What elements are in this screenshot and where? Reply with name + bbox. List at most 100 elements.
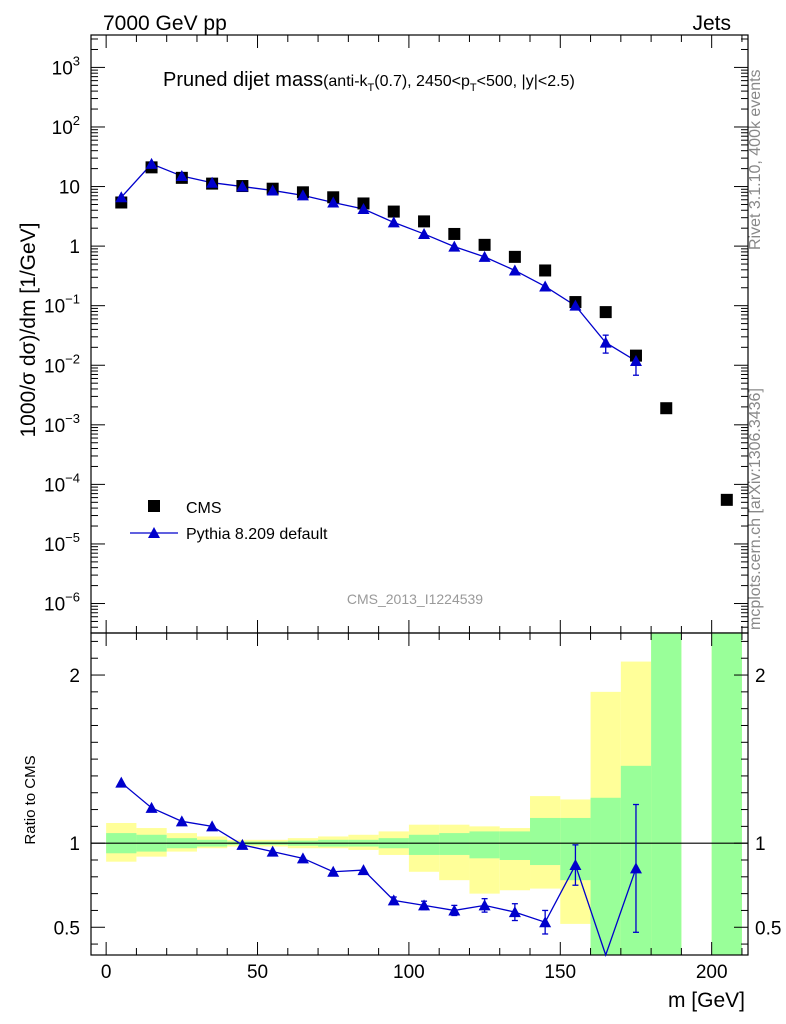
cms-point [660,402,673,415]
ratio-point [387,894,400,906]
y-tick-label: 2 [755,666,766,687]
pythia-point [115,191,128,203]
cms-point [448,227,461,240]
rivet-version-label: Rivet 3.1.10, 400k events [747,69,764,250]
main-data-layer [115,157,733,506]
legend-marker-cms [148,500,160,512]
ratio-point [175,815,188,827]
y-tick-label: 10−2 [44,351,80,377]
legend-label-cms: CMS [186,500,222,517]
pythia-point [357,202,370,214]
pythia-point [206,176,219,188]
ratio-point [629,862,642,874]
pythia-point [145,157,158,169]
y-tick-label: 10−4 [44,470,80,496]
pythia-point [539,280,552,292]
ratio-point [327,865,340,877]
ratio-point [539,916,552,928]
pythia-point [508,264,521,276]
x-tick-label: 0 [101,962,112,983]
cms-point [478,238,491,251]
cms-point [599,306,612,319]
main-axes: 10−6 10−5 10−4 10−3 10−2 10−1 1 10 102 103 [44,34,749,634]
ratio-point [145,801,158,813]
pythia-point [296,189,309,201]
cms-point [418,215,431,228]
y-tick-label: 10 [59,178,80,199]
header-energy-label: 7000 GeV pp [103,12,227,35]
main-y-axis-label: 1000/σ dσ)/dm [1/GeV] [17,222,40,437]
pythia-point [569,299,582,311]
ratio-axes: 0 50 100 150 200 0.5 0.5 1 1 2 2 [54,632,781,983]
y-tick-label: 0.5 [755,918,781,939]
ratio-point [448,904,461,916]
pythia-point [266,184,279,196]
x-tick-label: 150 [544,962,576,983]
x-tick-label: 200 [696,962,728,983]
ratio-band-green [651,633,682,955]
ratio-panel: 0 50 100 150 200 0.5 0.5 1 1 2 2 Ratio to CMS m [G… [22,632,781,1012]
x-tick-label: 100 [393,962,425,983]
ratio-band-green [711,633,742,955]
pythia-point [327,196,340,208]
ratio-point [296,852,309,864]
x-tick-label: 50 [247,962,268,983]
ratio-line [120,782,637,958]
ratio-point [569,859,582,871]
pythia-point [599,336,612,348]
y-tick-label: 10−6 [44,590,80,616]
mcplots-reference-label: mcplots.cern.ch [arXiv:1306.3436] [747,388,764,630]
pythia-point [418,227,431,239]
ratio-point [206,820,219,832]
ratio-y-axis-label: Ratio to CMS [22,755,39,844]
y-tick-label: 10−1 [44,292,80,318]
ratio-point [508,906,521,918]
y-tick-label: 102 [52,113,80,139]
chart-subtitle-part: <500, |y|<2.5) [477,73,575,90]
ratio-point [418,899,431,911]
cms-point [539,264,552,277]
ratio-band-green [530,817,561,866]
y-tick-label: 1 [69,237,80,258]
main-panel: Pruned dijet mass(anti-kT(0.7), 2450<pT<… [17,34,749,634]
ratio-band-green [408,834,440,855]
ratio-band-green [469,831,500,859]
chart-subtitle-part: (anti-k [323,73,368,90]
cms-point [387,205,400,218]
ratio-point [236,838,249,850]
y-tick-label: 10−3 [44,411,80,437]
ratio-point [266,845,279,857]
ratio-band-green [439,833,470,855]
legend-marker-pythia [148,527,160,538]
cms-point [508,250,521,263]
y-tick-label: 103 [52,53,80,79]
pythia-point [478,250,491,262]
pythia-point [629,354,642,366]
ratio-point [357,864,370,876]
chart-subtitle-subscript: T [470,82,477,94]
y-tick-label: 1 [755,834,766,855]
x-axis-label: m [GeV] [668,989,745,1012]
ratio-data-layer [115,776,642,958]
chart-title-main: Pruned dijet mass [163,69,323,91]
cms-point [720,493,733,506]
y-tick-label: 0.5 [54,918,80,939]
y-tick-label: 1 [69,834,80,855]
y-tick-label: 10−5 [44,530,80,556]
pythia-point [175,170,188,182]
ratio-band-green [499,831,531,860]
header-category-label: Jets [692,12,731,35]
y-tick-label: 2 [69,666,80,687]
ratio-point [115,776,128,788]
ratio-frame [90,632,749,956]
pythia-point [387,216,400,228]
legend: CMS Pythia 8.209 default [130,500,328,543]
chart-subtitle-part: (0.7), 2450<p [374,73,470,90]
pythia-point [448,240,461,252]
ratio-band-green [590,797,621,955]
chart-title: Pruned dijet mass(anti-kT(0.7), 2450<pT<… [163,69,575,94]
analysis-watermark: CMS_2013_I1224539 [347,591,483,607]
pythia-point [236,180,249,192]
legend-label-pythia: Pythia 8.209 default [186,526,328,543]
